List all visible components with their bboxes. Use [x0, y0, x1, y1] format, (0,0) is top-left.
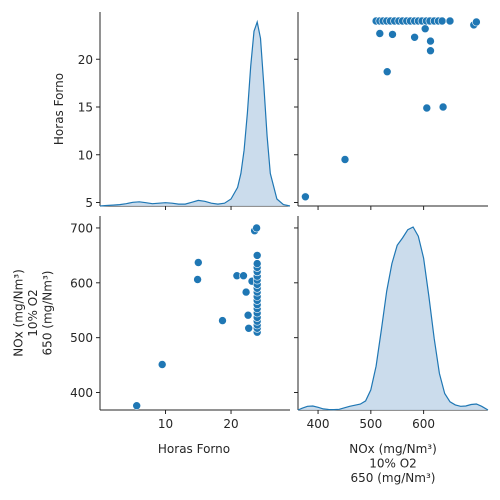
ytick-nox-600-label: 600 — [70, 276, 93, 290]
scatter-point-nox-horas-2 — [422, 103, 432, 113]
ytick-horas-15-label: 15 — [78, 101, 93, 115]
scatter-point-horas-nox-2 — [193, 275, 202, 284]
scatter-point-horas-nox-8 — [243, 310, 253, 320]
xtick-horas-10-label: 10 — [158, 417, 173, 431]
xlabel-horas-forno: Horas Forno — [158, 442, 230, 456]
scatter-point-nox-horas-12 — [472, 17, 481, 27]
scatter-point-horas-nox-6 — [239, 271, 248, 281]
ylabel-nox-line-2: 650 (mg/Nm³) — [41, 271, 55, 356]
ytick-nox-400-label: 400 — [70, 386, 93, 400]
scatter-point-horas-nox-30 — [252, 259, 262, 268]
scatter-point-nox-horas-5 — [426, 46, 435, 56]
kde-nox-line — [297, 226, 489, 411]
xlabel-nox-line-0: NOx (mg/Nm³) — [349, 442, 437, 456]
scatter-point-nox-horas-0 — [301, 192, 310, 202]
kde-horas-line — [99, 19, 291, 207]
scatter-point-horas-nox-4 — [218, 316, 227, 325]
xlabel-nox-line-2: 650 (mg/Nm³) — [351, 471, 436, 485]
ytick-horas-20-label: 20 — [78, 53, 93, 67]
scatter-point-nox-horas-4 — [382, 67, 392, 76]
xtick-nox-600-label: 600 — [412, 417, 435, 431]
scatter-point-nox-horas-9 — [375, 29, 385, 38]
scatter-point-horas-nox-7 — [241, 287, 251, 297]
ylabel-nox: NOx (mg/Nm³)10% O2650 (mg/Nm³) — [12, 269, 55, 357]
ylabel-nox-line-1: 10% O2 — [26, 289, 40, 337]
scatter-point-horas-nox-12 — [252, 223, 261, 233]
scatter-point-horas-nox-1 — [157, 360, 167, 369]
scatter-point-horas-nox-0 — [132, 401, 141, 411]
scatter-point-nox-horas-7 — [410, 32, 419, 42]
xlabel-nox: NOx (mg/Nm³) 10% O2 650 (mg/Nm³) — [349, 442, 437, 485]
xlabel-horas-forno-line-0: Horas Forno — [158, 442, 230, 456]
ytick-horas-10-label: 10 — [78, 148, 93, 162]
kde-horas-area — [100, 22, 290, 206]
scatter-point-horas-nox-31 — [252, 251, 262, 260]
scatter-point-horas-nox-3 — [194, 258, 203, 267]
scatter-point-nox-horas-31 — [445, 16, 455, 26]
xtick-horas-20-label: 20 — [223, 417, 238, 431]
scatter-point-nox-horas-3 — [438, 102, 448, 112]
xtick-nox-500-label: 500 — [359, 417, 382, 431]
xtick-nox-400-label: 400 — [307, 417, 330, 431]
ylabel-nox-line-0: NOx (mg/Nm³) — [12, 269, 26, 357]
scatter-point-nox-horas-30 — [437, 16, 447, 26]
ytick-nox-500-label: 500 — [70, 331, 93, 345]
scatter-point-nox-horas-6 — [426, 36, 435, 46]
ytick-horas-5-label: 5 — [85, 196, 93, 210]
scatter-point-nox-horas-8 — [388, 30, 397, 39]
kde-nox-area — [298, 227, 488, 410]
scatter-point-nox-horas-1 — [340, 155, 350, 164]
ylabel-horas-forno-line-0: Horas Forno — [52, 73, 66, 145]
ylabel-horas-forno: Horas Forno — [52, 73, 66, 145]
ytick-nox-700-label: 700 — [70, 221, 93, 235]
scatter-point-nox-horas-10 — [420, 24, 430, 34]
xlabel-nox-line-1: 10% O2 — [369, 457, 417, 471]
scatter-point-horas-nox-9 — [244, 323, 253, 333]
